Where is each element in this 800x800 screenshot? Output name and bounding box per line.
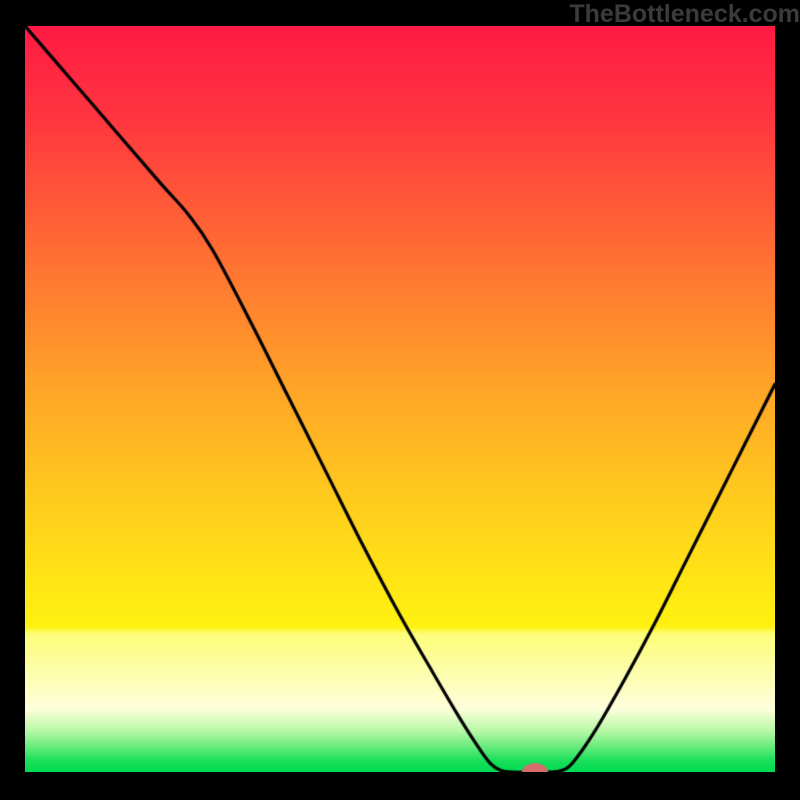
plot-area — [25, 26, 775, 772]
plot-canvas — [25, 26, 775, 772]
watermark-text: TheBottleneck.com — [560, 0, 800, 29]
chart-root: TheBottleneck.com — [0, 0, 800, 800]
